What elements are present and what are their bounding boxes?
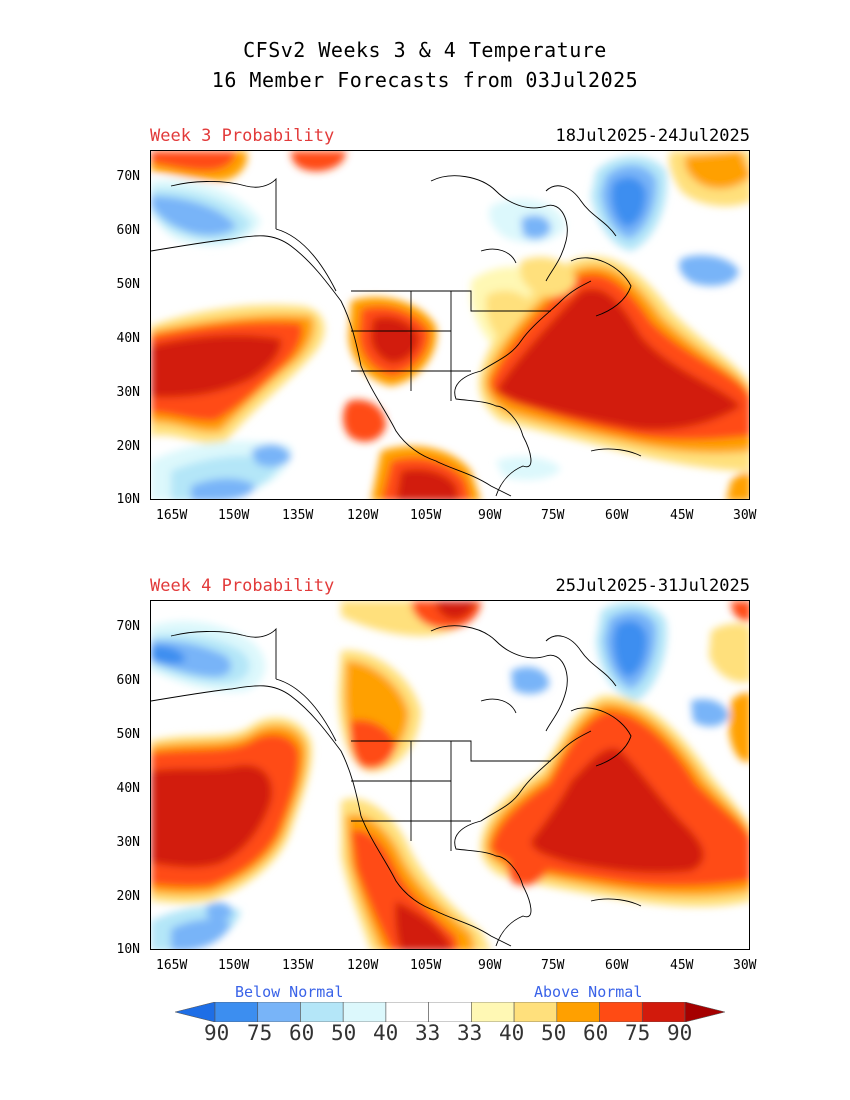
lat-label: 40N [116, 331, 140, 346]
legend-swatch [174, 1001, 216, 1023]
legend-value: 40 [373, 1021, 399, 1045]
lon-label: 30W [733, 958, 757, 973]
lat-label: 50N [116, 727, 140, 742]
week3-probability-field [151, 151, 749, 499]
legend-swatch [257, 1001, 301, 1023]
legend-swatch [599, 1001, 643, 1023]
legend-swatch [428, 1001, 472, 1023]
lat-label: 50N [116, 277, 140, 292]
legend-swatch [513, 1001, 558, 1023]
lat-label: 10N [116, 942, 140, 957]
lon-label: 75W [541, 508, 565, 523]
legend-value: 33 [415, 1021, 441, 1045]
legend-swatch [214, 1001, 259, 1023]
legend-value: 75 [247, 1021, 273, 1045]
lon-label: 120W [347, 508, 379, 523]
week4-dates: 25Jul2025-31Jul2025 [555, 576, 750, 596]
lat-label: 60N [116, 223, 140, 238]
legend-swatch [342, 1001, 387, 1023]
lat-label: 20N [116, 439, 140, 454]
lat-label: 20N [116, 889, 140, 904]
legend-value: 60 [289, 1021, 315, 1045]
lat-label: 60N [116, 673, 140, 688]
week4-coastlines [151, 625, 642, 947]
figure-title-line1: CFSv2 Weeks 3 & 4 Temperature [243, 38, 607, 62]
lon-label: 90W [478, 508, 502, 523]
week3-label: Week 3 Probability [150, 126, 335, 146]
legend-swatch [684, 1001, 726, 1023]
lon-label: 30W [733, 508, 757, 523]
color-legend-bar [174, 1001, 726, 1023]
above-normal-label: Above Normal [534, 983, 643, 1001]
lon-label: 75W [541, 958, 565, 973]
legend-value: 75 [625, 1021, 651, 1045]
week3-coastlines [151, 175, 642, 497]
week4-probability-field [151, 601, 749, 949]
lat-label: 70N [116, 169, 140, 184]
legend-value: 40 [499, 1021, 525, 1045]
lon-label: 135W [282, 508, 314, 523]
lon-label: 45W [670, 958, 694, 973]
week4-map [150, 600, 750, 950]
lon-label: 165W [156, 958, 188, 973]
lat-label: 40N [116, 781, 140, 796]
lon-label: 45W [670, 508, 694, 523]
legend-swatch [556, 1001, 600, 1023]
lon-label: 60W [605, 958, 629, 973]
week3-map [150, 150, 750, 500]
lat-label: 30N [116, 835, 140, 850]
lon-label: 60W [605, 508, 629, 523]
week3-dates: 18Jul2025-24Jul2025 [555, 126, 750, 146]
lon-label: 90W [478, 958, 502, 973]
legend-value: 33 [457, 1021, 483, 1045]
legend-swatch [641, 1001, 686, 1023]
lon-label: 135W [282, 958, 314, 973]
lon-label: 105W [410, 958, 442, 973]
legend-value: 50 [331, 1021, 357, 1045]
figure-title-line2: 16 Member Forecasts from 03Jul2025 [211, 68, 639, 92]
week4-label: Week 4 Probability [150, 576, 335, 596]
legend-swatch [300, 1001, 344, 1023]
lon-label: 150W [218, 958, 250, 973]
lon-label: 165W [156, 508, 188, 523]
below-normal-label: Below Normal [235, 983, 344, 1001]
legend-value: 60 [583, 1021, 609, 1045]
lat-label: 10N [116, 492, 140, 507]
legend-swatch [471, 1001, 515, 1023]
lat-label: 70N [116, 619, 140, 634]
lon-label: 105W [410, 508, 442, 523]
lon-label: 120W [347, 958, 379, 973]
legend-value: 90 [204, 1021, 230, 1045]
legend-value: 50 [541, 1021, 567, 1045]
lat-label: 30N [116, 385, 140, 400]
legend-swatch [385, 1001, 429, 1023]
legend-value: 90 [667, 1021, 693, 1045]
lon-label: 150W [218, 508, 250, 523]
